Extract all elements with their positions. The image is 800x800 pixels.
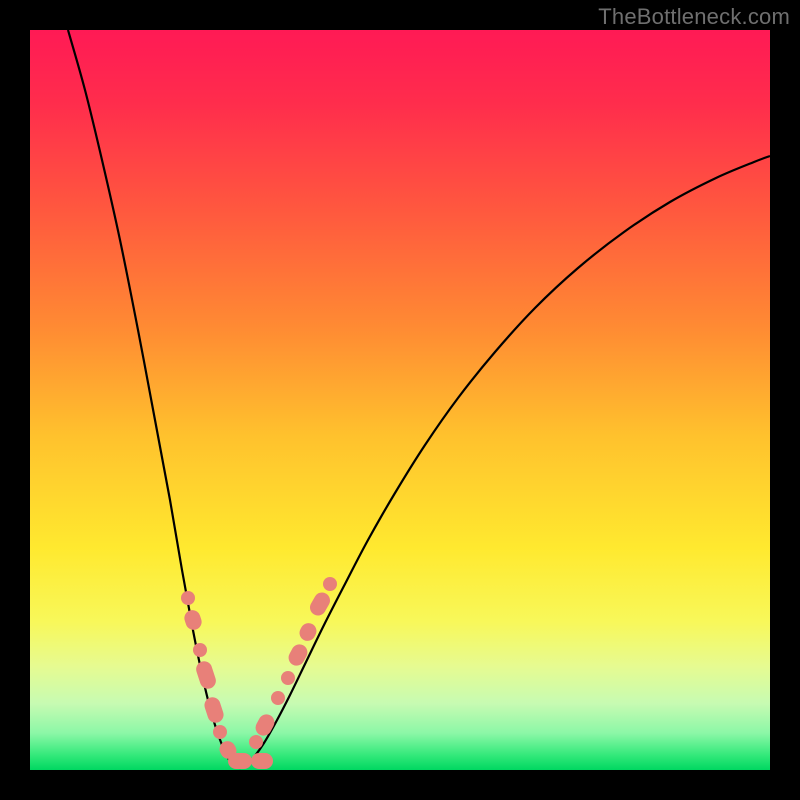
data-marker xyxy=(202,695,225,725)
data-marker xyxy=(228,753,252,769)
watermark-text: TheBottleneck.com xyxy=(598,4,790,30)
bottleneck-curve xyxy=(68,30,770,768)
data-marker xyxy=(181,591,195,605)
data-marker xyxy=(249,735,263,749)
data-marker xyxy=(323,577,337,591)
data-marker xyxy=(281,671,295,685)
data-marker xyxy=(213,725,227,739)
curve-layer xyxy=(30,30,770,770)
data-marker xyxy=(286,642,310,669)
data-marker xyxy=(251,753,273,769)
plot-area xyxy=(30,30,770,770)
data-marker xyxy=(193,643,207,657)
data-marker xyxy=(253,712,277,739)
data-marker xyxy=(182,608,203,632)
data-marker xyxy=(271,691,285,705)
marker-group xyxy=(181,577,337,769)
data-marker xyxy=(194,659,218,691)
